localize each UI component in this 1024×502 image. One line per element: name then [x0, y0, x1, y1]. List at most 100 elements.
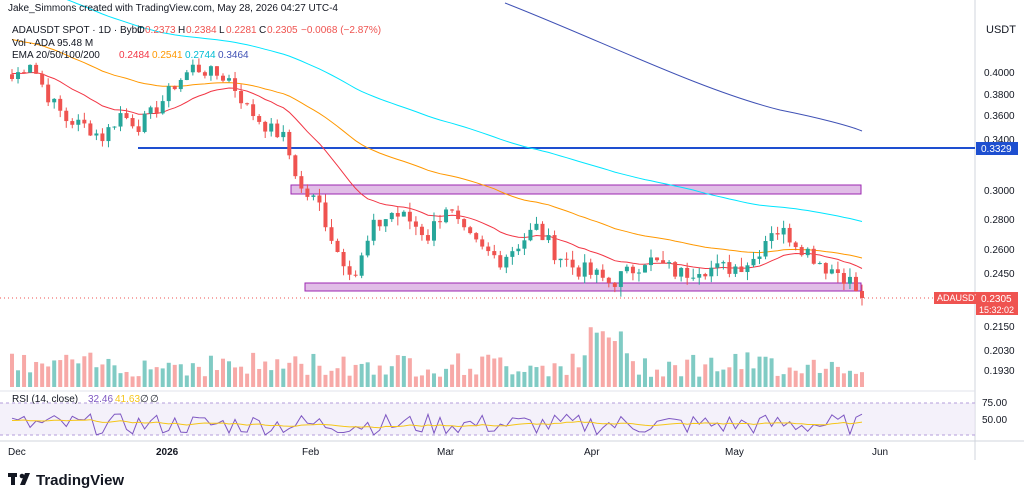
volume-bar	[160, 368, 165, 387]
volume-bar	[329, 370, 334, 387]
volume-bar	[492, 358, 497, 387]
volume-bar	[10, 353, 14, 387]
volume-bar	[811, 359, 816, 387]
candle-body	[655, 257, 660, 261]
candle-body	[233, 78, 238, 91]
candle-body	[751, 258, 756, 266]
candle-body	[419, 226, 424, 236]
price-axis-currency: USDT	[986, 24, 1016, 36]
volume-bar	[239, 366, 244, 387]
volume-bar	[594, 332, 599, 387]
credit-line: Jake_Simmons created with TradingView.co…	[8, 3, 338, 14]
volume-bar	[395, 355, 400, 387]
support-zone[interactable]	[304, 282, 862, 292]
rsi-legend[interactable]: RSI (14, close) 32.46 41.63 ∅ ∅	[12, 394, 159, 405]
volume-bar	[311, 353, 316, 387]
candle-body	[76, 119, 81, 125]
volume-bar	[775, 375, 780, 387]
candle-body	[528, 229, 533, 241]
volume-bar	[40, 363, 45, 387]
candle-body	[606, 277, 611, 283]
volume-bar	[323, 374, 328, 387]
candle-body	[257, 116, 262, 122]
candle-body	[142, 113, 147, 132]
volume-bar	[667, 361, 672, 387]
candle-body	[733, 266, 738, 274]
volume-bar	[305, 374, 310, 387]
volume-bar	[817, 372, 822, 387]
volume-bar	[76, 363, 81, 387]
ema100-line	[66, 0, 863, 222]
volume-bar	[649, 376, 654, 387]
volume-bar	[673, 365, 678, 387]
candle-body	[474, 233, 479, 240]
tradingview-logo[interactable]: TradingView	[8, 472, 124, 489]
rsi-value: 32.46	[88, 394, 113, 405]
volume-bar	[697, 376, 702, 387]
volume-bar	[751, 368, 756, 387]
volume-bar	[257, 368, 262, 387]
candle-body	[799, 247, 804, 256]
volume-bar	[733, 353, 738, 387]
price-tick: 0.3600	[984, 111, 1015, 122]
candle-body	[546, 235, 551, 241]
volume-bar	[510, 374, 515, 387]
candle-body	[492, 251, 497, 256]
candle-body	[112, 126, 117, 128]
candle-body	[594, 269, 599, 275]
symbol-legend[interactable]: ADAUSDT SPOT · 1D · Bybit O 0.2373 H 0.2…	[12, 25, 381, 36]
rsi-ma-line	[11, 419, 863, 429]
candle-body	[220, 75, 225, 81]
candle-body	[739, 266, 744, 273]
candle-body	[456, 210, 461, 220]
candle-body	[721, 262, 726, 264]
price-tick: 0.2450	[984, 269, 1015, 280]
volume-bar	[52, 360, 57, 387]
last-symbol: ADAUSDT	[937, 293, 981, 303]
candle-body	[763, 241, 768, 257]
candle-body	[510, 251, 515, 257]
candle-body	[407, 211, 412, 222]
candle-body	[649, 257, 654, 266]
candle-body	[160, 101, 165, 114]
candle-body	[661, 260, 666, 264]
volume-bar	[624, 353, 629, 387]
candle-body	[377, 219, 382, 227]
candle-body	[769, 233, 774, 242]
rsi-tick: 50.00	[982, 415, 1007, 426]
volume-bar	[709, 357, 714, 387]
ema200-line	[504, 2, 863, 132]
candle-body	[263, 121, 268, 132]
candle-body	[727, 262, 732, 274]
volume-bar	[600, 331, 605, 387]
candle-body	[636, 272, 641, 274]
volume-bar	[588, 327, 593, 387]
volume-legend[interactable]: Vol · ADA 95.48 M	[12, 38, 93, 49]
volume-bar	[534, 367, 539, 387]
volume-bar	[685, 359, 690, 387]
ema-legend[interactable]: EMA 20/50/100/200 0.2484 0.2541 0.2744 0…	[12, 50, 249, 61]
volume-bar	[154, 367, 159, 387]
candle-body	[154, 107, 159, 114]
ohlc-c-label: C	[259, 25, 266, 36]
volume-bar	[576, 367, 581, 387]
ohlc-h: 0.2384	[186, 25, 217, 36]
candle-body	[600, 269, 605, 278]
volume-bar	[275, 359, 280, 387]
time-axis[interactable]: Dec 2026 Feb Mar Apr May Jun	[8, 447, 888, 458]
volume-bar	[787, 367, 792, 387]
resistance-zone[interactable]	[290, 184, 862, 195]
rsi-label: RSI (14, close)	[12, 394, 78, 405]
volume-bar	[516, 371, 521, 387]
price-tick: 0.3800	[984, 90, 1015, 101]
ema50-line	[11, 39, 863, 259]
volume-bar	[347, 375, 352, 387]
volume-bar	[462, 374, 467, 387]
volume-bar	[841, 373, 846, 387]
candle-body	[28, 64, 33, 73]
volume-bar	[166, 362, 171, 387]
tradingview-logo-icon	[8, 473, 30, 485]
price-axis[interactable]: USDT 0.4000 0.3800 0.3600 0.3400 0.3000 …	[984, 24, 1016, 377]
candle-body	[498, 255, 503, 268]
